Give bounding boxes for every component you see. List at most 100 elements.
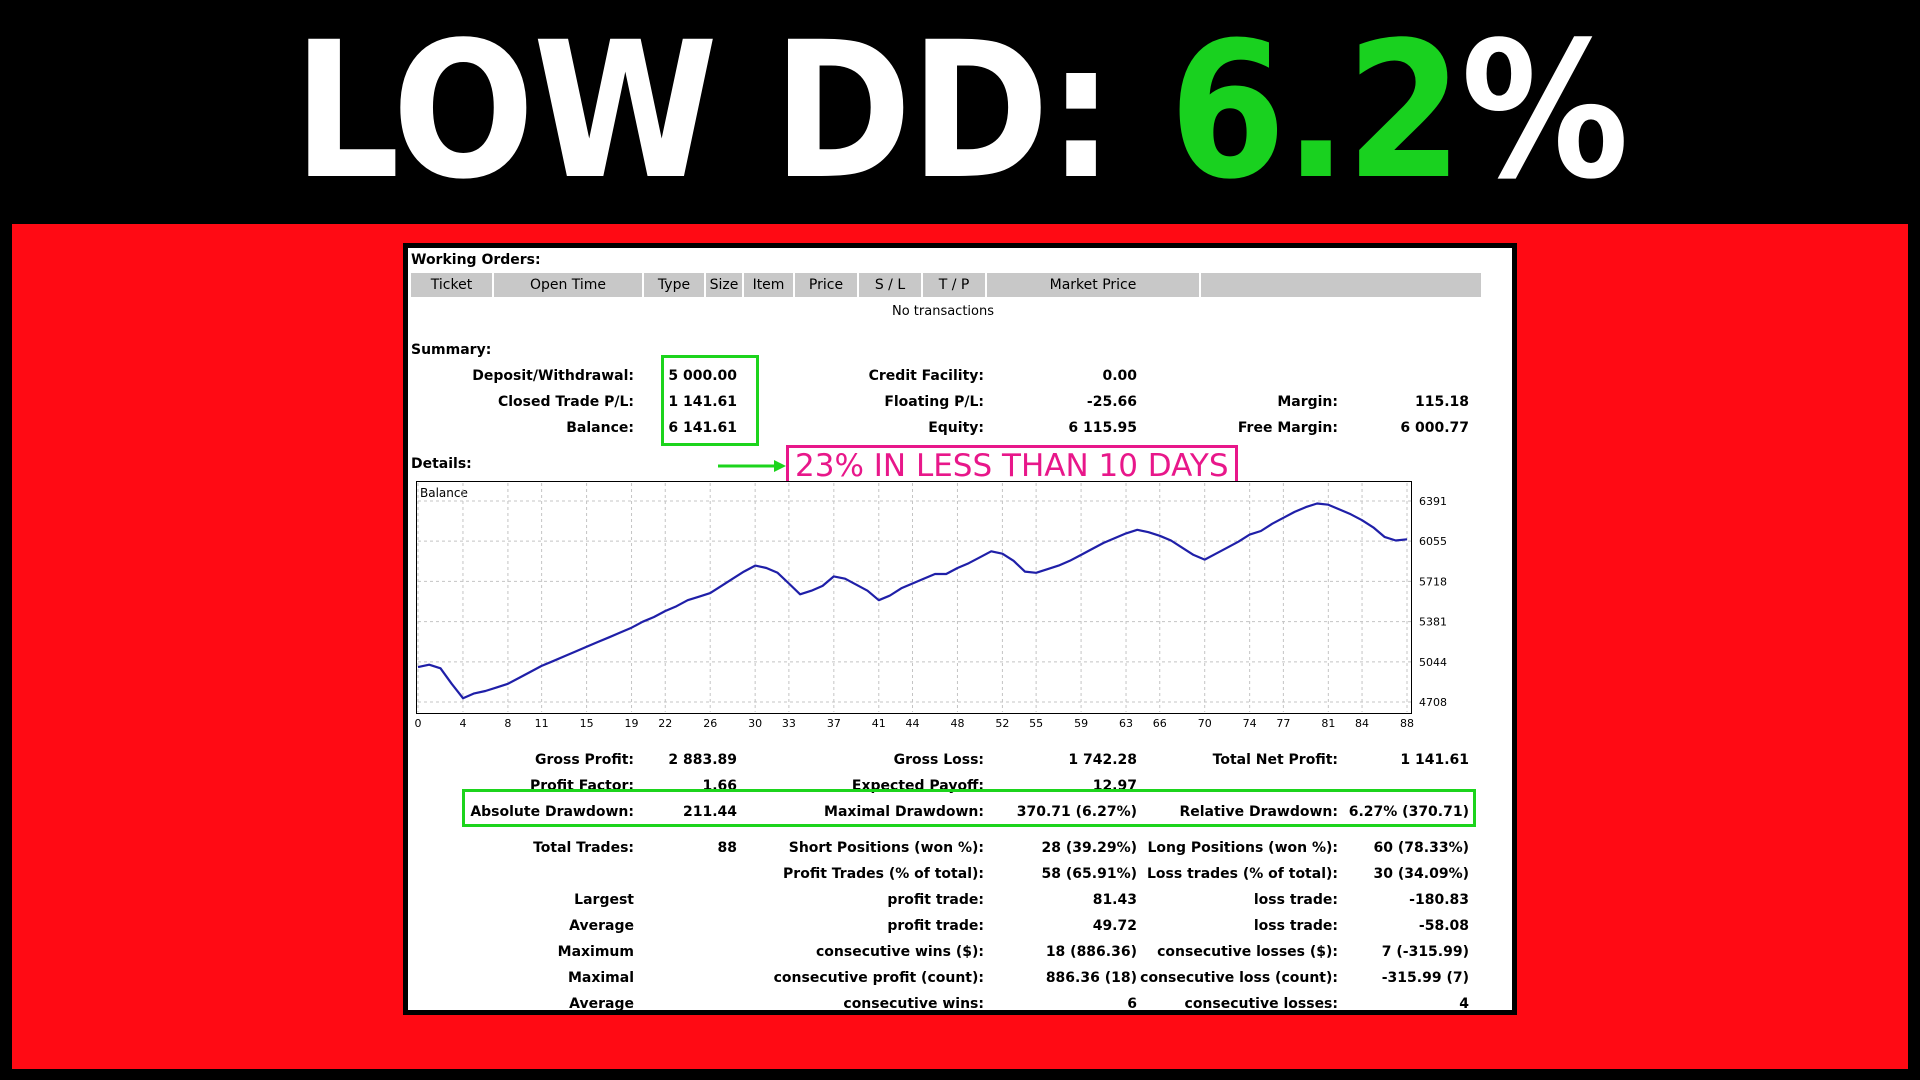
x-tick-label: 4: [459, 717, 466, 730]
floating-value: -25.66: [1086, 394, 1137, 410]
cons-loss-label: consecutive loss (count):: [1140, 970, 1338, 986]
col-market-price[interactable]: Market Price: [987, 273, 1201, 297]
gross-profit-value: 2 883.89: [668, 752, 737, 768]
x-tick-label: 66: [1153, 717, 1167, 730]
drawdown-highlight-box: [462, 789, 1476, 827]
maximum-label: Maximum: [557, 944, 634, 960]
y-tick-label: 5718: [1419, 575, 1447, 588]
largest-profit-value: 81.43: [1092, 892, 1137, 908]
working-orders-title: Working Orders:: [411, 252, 541, 268]
balance-label: Balance:: [566, 420, 634, 436]
cons-losses-label: consecutive losses ($):: [1157, 944, 1338, 960]
cons-losses-value: 7 (-315.99): [1381, 944, 1469, 960]
equity-value: 6 115.95: [1068, 420, 1137, 436]
x-tick-label: 41: [872, 717, 886, 730]
total-trades-label: Total Trades:: [533, 840, 634, 856]
long-positions-label: Long Positions (won %):: [1147, 840, 1338, 856]
y-tick-label: 4708: [1419, 696, 1447, 709]
chart-title: Balance: [420, 486, 468, 500]
equity-label: Equity:: [928, 420, 984, 436]
rel-dd-value: 6.27% (370.71): [1348, 804, 1469, 820]
col-price[interactable]: Price: [795, 273, 859, 297]
x-tick-label: 15: [580, 717, 594, 730]
cons-profit-value: 886.36 (18): [1045, 970, 1137, 986]
average-profit-value: 49.72: [1092, 918, 1137, 934]
y-tick-label: 6391: [1419, 495, 1447, 508]
headline-prefix: LOW DD:: [292, 1, 1170, 221]
closed-pl-label: Closed Trade P/L:: [497, 394, 634, 410]
long-positions-value: 60 (78.33%): [1373, 840, 1469, 856]
summary-highlight-box: [661, 355, 759, 446]
x-tick-label: 48: [950, 717, 964, 730]
total-trades-value: 88: [717, 840, 737, 856]
x-tick-label: 33: [782, 717, 796, 730]
average-label: Average: [569, 918, 634, 934]
x-tick-label: 11: [535, 717, 549, 730]
profit-trades-label: Profit Trades (% of total):: [783, 866, 984, 882]
x-tick-label: 0: [415, 717, 422, 730]
x-tick-label: 44: [906, 717, 920, 730]
y-tick-label: 5381: [1419, 616, 1447, 629]
avg-cons-losses-value: 4: [1459, 996, 1469, 1012]
x-tick-label: 30: [748, 717, 762, 730]
details-title: Details:: [411, 456, 472, 472]
x-tick-label: 52: [995, 717, 1009, 730]
average-loss-value: -58.08: [1418, 918, 1469, 934]
x-tick-label: 59: [1074, 717, 1088, 730]
arrow-right-icon: [718, 460, 786, 472]
cons-wins-value: 18 (886.36): [1045, 944, 1137, 960]
x-tick-label: 81: [1321, 717, 1335, 730]
x-tick-label: 55: [1029, 717, 1043, 730]
x-tick-label: 37: [827, 717, 841, 730]
rel-dd-label: Relative Drawdown:: [1179, 804, 1338, 820]
col-tp[interactable]: T / P: [923, 273, 987, 297]
loss-trades-value: 30 (34.09%): [1373, 866, 1469, 882]
largest-profit-label: profit trade:: [887, 892, 984, 908]
headline: LOW DD: 6.2%: [0, 0, 1920, 235]
x-tick-label: 84: [1355, 717, 1369, 730]
summary-title: Summary:: [411, 342, 492, 358]
col-open-time[interactable]: Open Time: [494, 273, 644, 297]
balance-series-line: [417, 502, 1408, 700]
x-tick-label: 77: [1276, 717, 1290, 730]
y-tick-label: 5044: [1419, 656, 1447, 669]
x-tick-label: 88: [1400, 717, 1414, 730]
loss-trades-label: Loss trades (% of total):: [1147, 866, 1338, 882]
no-transactions-text: No transactions: [891, 304, 995, 319]
headline-highlight: 6.2: [1169, 1, 1463, 221]
gross-profit-label: Gross Profit:: [534, 752, 634, 768]
x-tick-label: 19: [625, 717, 639, 730]
largest-label: Largest: [574, 892, 634, 908]
strategy-report: Working Orders: Ticket Open Time Type Si…: [403, 243, 1517, 1015]
x-tick-label: 70: [1198, 717, 1212, 730]
abs-dd-label: Absolute Drawdown:: [470, 804, 634, 820]
col-size[interactable]: Size: [706, 273, 744, 297]
largest-loss-value: -180.83: [1409, 892, 1469, 908]
largest-loss-label: loss trade:: [1253, 892, 1338, 908]
floating-label: Floating P/L:: [884, 394, 984, 410]
y-tick-label: 6055: [1419, 535, 1447, 548]
col-item[interactable]: Item: [744, 273, 795, 297]
col-ticket[interactable]: Ticket: [411, 273, 494, 297]
free-margin-value: 6 000.77: [1400, 420, 1469, 436]
x-tick-label: 26: [703, 717, 717, 730]
deposit-value: 5 000.00: [668, 368, 737, 384]
avg-cons-wins-label: consecutive wins:: [843, 996, 984, 1012]
avg-cons-wins-value: 6: [1127, 996, 1137, 1012]
avg-cons-losses-label: consecutive losses:: [1184, 996, 1338, 1012]
margin-value: 115.18: [1414, 394, 1469, 410]
cons-profit-label: consecutive profit (count):: [773, 970, 984, 986]
headline-suffix: %: [1460, 1, 1629, 221]
x-tick-label: 22: [658, 717, 672, 730]
closed-pl-value: 1 141.61: [668, 394, 737, 410]
gross-loss-value: 1 742.28: [1068, 752, 1137, 768]
deposit-label: Deposit/Withdrawal:: [472, 368, 634, 384]
max-dd-label: Maximal Drawdown:: [824, 804, 984, 820]
short-positions-value: 28 (39.29%): [1041, 840, 1137, 856]
col-sl[interactable]: S / L: [859, 273, 923, 297]
maximal-label: Maximal: [567, 970, 634, 986]
col-type[interactable]: Type: [644, 273, 706, 297]
x-tick-label: 74: [1243, 717, 1257, 730]
average2-label: Average: [569, 996, 634, 1012]
max-dd-value: 370.71 (6.27%): [1016, 804, 1137, 820]
